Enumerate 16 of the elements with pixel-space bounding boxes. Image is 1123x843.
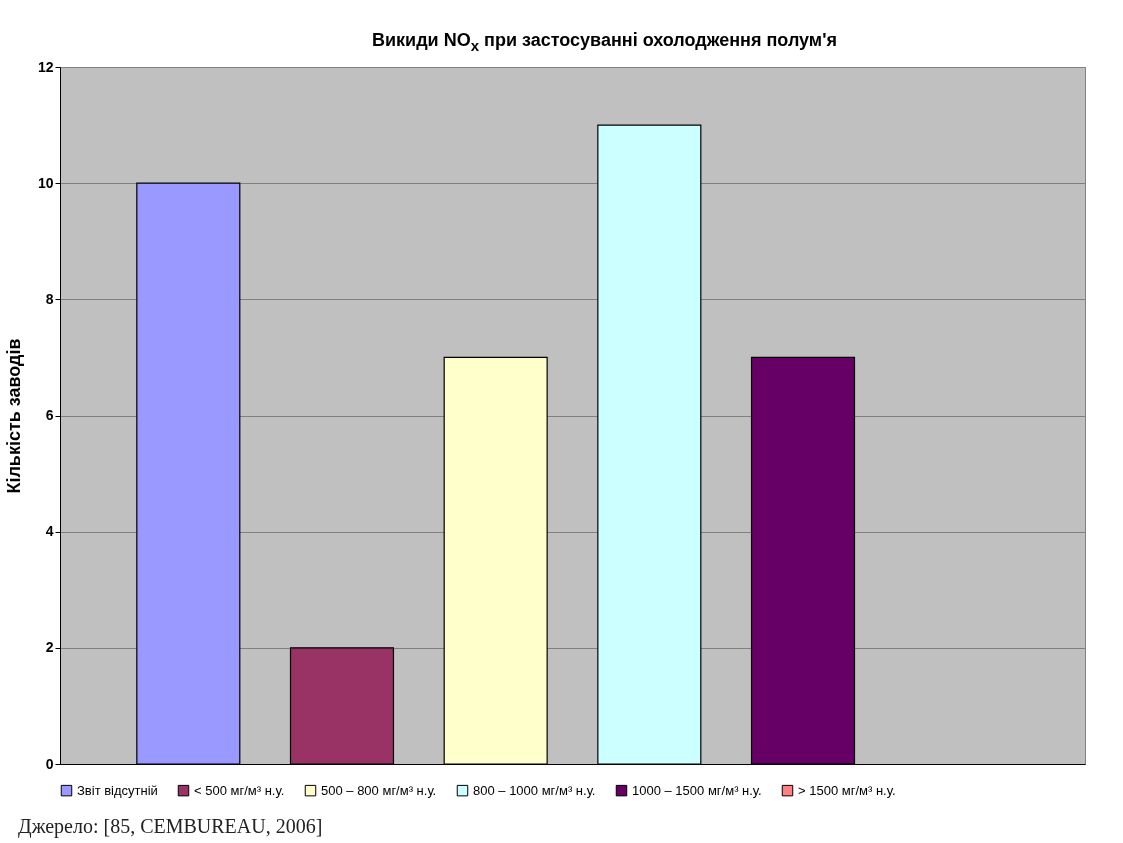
text: Джерело: [85, CEMBUREAU, 2006] (18, 815, 323, 838)
y-tick-label: 8 (45, 290, 54, 307)
y-tick-label: 4 (45, 523, 54, 540)
chart-title: Викиди NO$_{x}$ при застосуванні охолодження полум'я (371, 30, 838, 54)
y-tick-label: 6 (45, 407, 54, 423)
legend-label: > 1500 мг/м³ н.у. (798, 782, 896, 798)
y-tick-label: 12 (37, 58, 54, 75)
y-tick-label: 2 (45, 639, 54, 656)
y-axis-title: Кількість заводів (3, 338, 24, 494)
legend-label: 800 – 1000 мг/м³ н.у. (473, 782, 596, 798)
legend-label: 500 – 800 мг/м³ н.у. (321, 782, 437, 798)
y-tick-label: 0 (45, 755, 54, 772)
legend-label: < 500 мг/м³ н.у. (194, 782, 285, 798)
y-tick-label: 10 (37, 174, 54, 191)
legend-label: Звіт відсутній (77, 782, 158, 798)
legend-label: 1000 – 1500 мг/м³ н.у. (632, 782, 762, 798)
